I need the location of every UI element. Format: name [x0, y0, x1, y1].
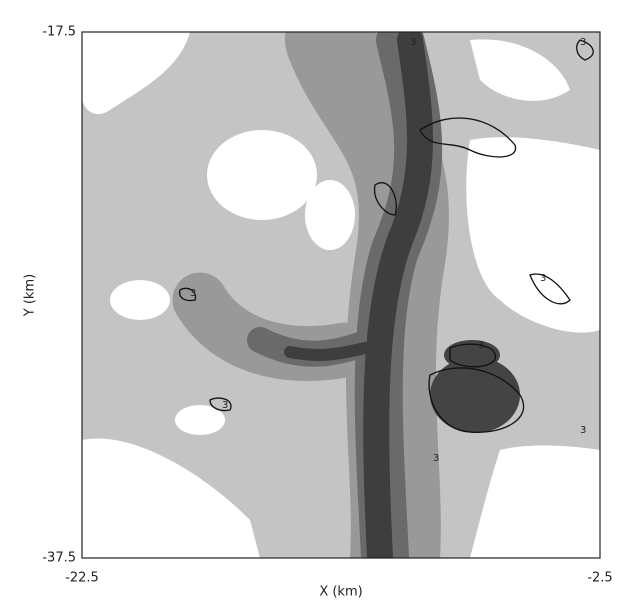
y-tick-label: -17.5 — [42, 25, 76, 40]
y-axis-label: Y (km) — [23, 274, 38, 317]
contour-label: 3 — [580, 425, 586, 436]
contour-label: 3 — [190, 288, 196, 299]
chart: 3 3 3 3 3 3 3 3 X (km) Y (km) -22.5 -2.5 -… — [0, 0, 635, 603]
contour-label: 3 — [540, 273, 546, 284]
contour-label: 3 — [410, 37, 416, 48]
x-tick-label: -22.5 — [65, 571, 99, 586]
x-tick-label: -2.5 — [587, 571, 612, 586]
contour-label: 3 — [580, 37, 586, 48]
contour-label: 3 — [433, 453, 439, 464]
shaded-field — [82, 32, 600, 558]
y-tick-label: -37.5 — [42, 551, 76, 566]
contour-label: 3 — [478, 340, 484, 351]
x-axis-label: X (km) — [319, 585, 362, 600]
contour-label: 3 — [222, 400, 228, 411]
